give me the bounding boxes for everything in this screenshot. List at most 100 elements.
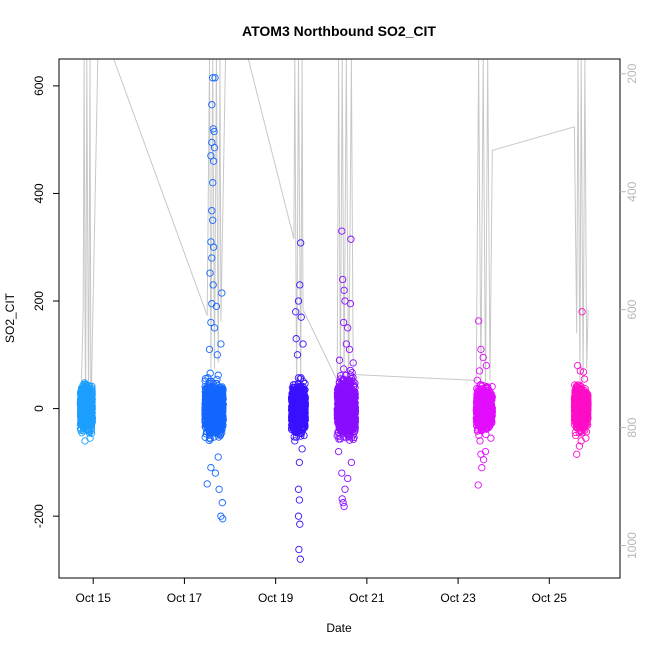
x-axis-label: Date bbox=[326, 621, 352, 635]
data-point bbox=[78, 417, 87, 425]
data-point bbox=[346, 366, 355, 375]
data-point bbox=[351, 424, 359, 432]
data-point bbox=[294, 485, 303, 493]
data-point bbox=[299, 382, 307, 391]
data-point bbox=[292, 433, 301, 441]
data-point bbox=[344, 429, 352, 437]
series-6 bbox=[570, 308, 592, 458]
data-point bbox=[349, 435, 358, 444]
plot-area bbox=[76, 59, 592, 563]
data-point bbox=[582, 404, 590, 412]
data-point bbox=[336, 435, 345, 443]
data-point bbox=[339, 405, 347, 413]
plot-inner bbox=[76, 59, 592, 563]
data-point bbox=[205, 345, 214, 354]
series-1 bbox=[76, 379, 96, 445]
x-tick-label: Oct 19 bbox=[258, 591, 294, 605]
data-point bbox=[215, 425, 224, 433]
y-tick-label: -200 bbox=[32, 504, 46, 528]
y-tick-label: 400 bbox=[32, 183, 46, 203]
x-tick-label: Oct 17 bbox=[167, 591, 203, 605]
data-point bbox=[474, 481, 482, 489]
data-point bbox=[213, 351, 221, 359]
data-point bbox=[480, 391, 488, 399]
data-point bbox=[218, 289, 226, 297]
data-point bbox=[475, 408, 484, 417]
data-point bbox=[291, 437, 299, 445]
y-tick-label: 0 bbox=[32, 405, 46, 412]
data-point bbox=[474, 317, 483, 325]
data-point bbox=[473, 407, 481, 415]
data-point bbox=[294, 512, 303, 520]
data-point bbox=[295, 496, 304, 504]
data-point bbox=[477, 345, 485, 354]
data-point bbox=[206, 435, 214, 443]
data-point bbox=[216, 403, 225, 411]
data-point bbox=[478, 464, 486, 472]
data-point bbox=[209, 216, 217, 224]
data-point bbox=[582, 434, 590, 442]
data-point bbox=[295, 545, 303, 554]
data-point bbox=[215, 387, 223, 396]
data-point bbox=[475, 367, 484, 375]
data-point bbox=[340, 286, 348, 294]
data-point bbox=[338, 469, 346, 477]
data-point bbox=[348, 368, 356, 377]
data-point bbox=[577, 385, 586, 393]
data-point bbox=[288, 422, 296, 430]
data-point bbox=[215, 485, 223, 493]
data-point bbox=[210, 324, 219, 332]
data-point bbox=[207, 318, 215, 327]
data-point bbox=[214, 371, 222, 379]
data-point bbox=[297, 313, 305, 321]
data-point bbox=[203, 480, 211, 488]
data-point bbox=[473, 376, 481, 384]
data-point bbox=[205, 385, 213, 394]
data-point bbox=[294, 386, 302, 394]
data-point bbox=[485, 406, 493, 414]
data-point bbox=[298, 445, 306, 453]
data-point bbox=[473, 427, 482, 435]
data-point bbox=[349, 359, 357, 367]
data-point bbox=[573, 450, 581, 458]
x-tick-label: Oct 25 bbox=[532, 591, 568, 605]
data-point bbox=[209, 243, 218, 251]
data-point bbox=[210, 419, 218, 428]
data-point bbox=[482, 361, 491, 370]
series-4 bbox=[333, 227, 360, 511]
data-point bbox=[208, 396, 216, 404]
data-point bbox=[482, 418, 490, 426]
data-point bbox=[292, 404, 300, 412]
data-point bbox=[212, 302, 221, 311]
data-point bbox=[487, 434, 495, 442]
data-point bbox=[336, 398, 344, 407]
data-point bbox=[581, 408, 590, 416]
data-point bbox=[342, 340, 350, 348]
data-point bbox=[485, 387, 493, 396]
data-point bbox=[292, 308, 300, 316]
secondary-y-axis: 200 400 600 800 1000 bbox=[620, 63, 639, 559]
y-axis: -200 0 200 400 600 bbox=[32, 76, 59, 528]
data-point bbox=[574, 417, 582, 425]
data-point bbox=[202, 413, 210, 422]
data-point bbox=[297, 400, 305, 409]
data-point bbox=[295, 415, 304, 423]
altitude-line bbox=[79, 59, 589, 428]
data-point bbox=[299, 340, 307, 348]
data-point bbox=[216, 411, 224, 419]
data-point bbox=[293, 351, 302, 359]
data-point bbox=[219, 515, 227, 523]
data-point bbox=[336, 388, 344, 396]
data-point bbox=[296, 375, 305, 383]
x-tick-label: Oct 21 bbox=[349, 591, 385, 605]
data-point bbox=[206, 434, 214, 442]
data-point bbox=[78, 429, 86, 437]
data-point bbox=[351, 384, 359, 392]
data-point bbox=[341, 407, 349, 415]
data-point bbox=[349, 377, 357, 385]
chart-title: ATOM3 Northbound SO2_CIT bbox=[242, 23, 436, 39]
data-point bbox=[479, 394, 487, 403]
data-point bbox=[79, 388, 87, 397]
y-tick-label: 200 bbox=[32, 291, 46, 311]
